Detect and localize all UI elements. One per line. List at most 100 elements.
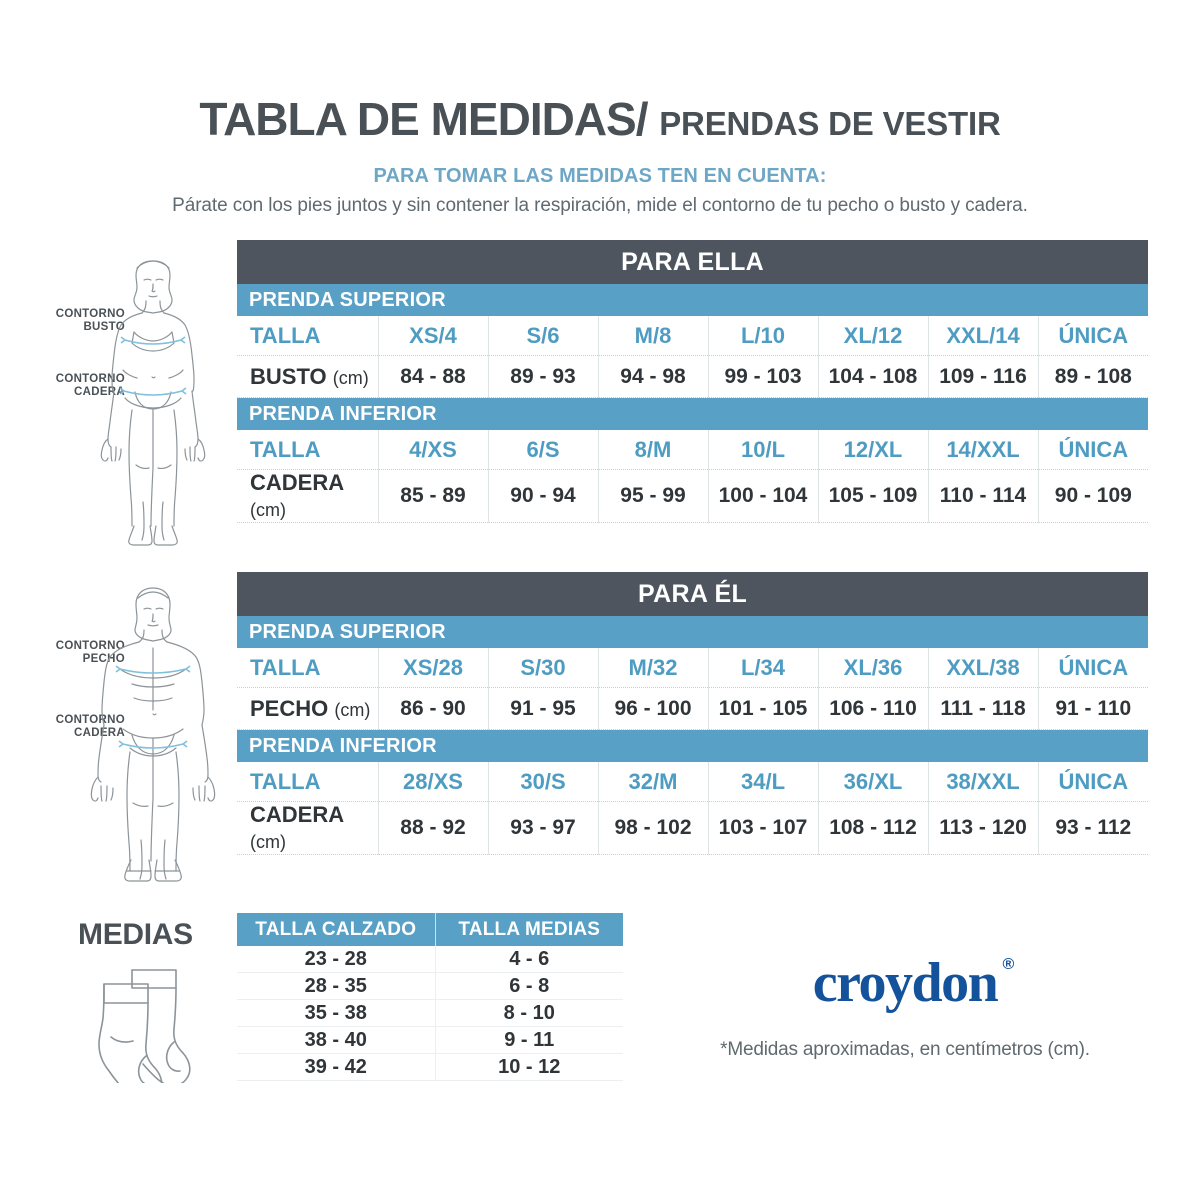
size-cell: 12/XL <box>818 430 929 470</box>
socks-size-table: TALLA CALZADO TALLA MEDIAS 23 - 28 4 - 6… <box>237 913 623 1081</box>
value-cell: 104 - 108 <box>818 355 929 398</box>
value-cell: 99 - 103 <box>708 355 819 398</box>
men-lower-size-row: TALLA 28/XS 30/S 32/M 34/L 36/XL 38/XXL … <box>237 762 1149 802</box>
value-cell: 91 - 95 <box>488 687 599 730</box>
page-title: TABLA DE MEDIDAS/ PRENDAS DE VESTIR <box>0 96 1200 143</box>
page-title-main: TABLA DE MEDIDAS/ <box>199 93 648 145</box>
men-upper-measure-label: PECHO (cm) <box>237 687 379 730</box>
male-body-figure-icon <box>90 587 216 882</box>
footer-note: *Medidas aproximadas, en centímetros (cm… <box>720 1039 1090 1060</box>
men-upper-value-row: PECHO (cm) 86 - 90 91 - 95 96 - 100 101 … <box>237 687 1149 730</box>
size-cell: M/8 <box>598 316 709 356</box>
shoe-size-cell: 35 - 38 <box>237 999 436 1027</box>
men-upper-band-label: PRENDA SUPERIOR <box>237 616 1149 648</box>
size-cell: M/32 <box>598 648 709 688</box>
women-upper-value-row: BUSTO (cm) 84 - 88 89 - 93 94 - 98 99 - … <box>237 355 1149 398</box>
size-cell: XL/36 <box>818 648 929 688</box>
women-upper-band-label: PRENDA SUPERIOR <box>237 284 1149 316</box>
sock-size-cell: 4 - 6 <box>435 946 623 973</box>
size-cell: 10/L <box>708 430 819 470</box>
size-cell: 34/L <box>708 762 819 802</box>
men-lower-value-row: CADERA (cm) 88 - 92 93 - 97 98 - 102 103… <box>237 801 1149 855</box>
value-cell: 88 - 92 <box>378 801 489 855</box>
footer-brand-group: croydon ® *Medidas aproximadas, en centím… <box>690 955 1120 1061</box>
women-section-title: PARA ELLA <box>237 240 1149 284</box>
women-lower-size-row: TALLA 4/XS 6/S 8/M 10/L 12/XL 14/XXL ÚNI… <box>237 430 1149 470</box>
registered-trademark-icon: ® <box>1002 956 1015 973</box>
size-cell: ÚNICA <box>1038 430 1149 470</box>
size-cell: XL/12 <box>818 316 929 356</box>
value-cell: 100 - 104 <box>708 469 819 523</box>
socks-header-sock: TALLA MEDIAS <box>435 913 623 946</box>
sock-size-cell: 6 - 8 <box>435 972 623 1000</box>
women-lower-value-row: CADERA (cm) 85 - 89 90 - 94 95 - 99 100 … <box>237 469 1149 523</box>
value-cell: 111 - 118 <box>928 687 1039 730</box>
sock-size-cell: 9 - 11 <box>435 1026 623 1054</box>
size-cell: XS/28 <box>378 648 489 688</box>
women-section-title-row: PARA ELLA <box>237 240 1149 284</box>
size-cell: XS/4 <box>378 316 489 356</box>
value-cell: 103 - 107 <box>708 801 819 855</box>
value-cell: 96 - 100 <box>598 687 709 730</box>
men-upper-talla-label: TALLA <box>237 648 379 688</box>
size-cell: ÚNICA <box>1038 316 1149 356</box>
size-cell: 6/S <box>488 430 599 470</box>
value-cell: 89 - 93 <box>488 355 599 398</box>
page-header: TABLA DE MEDIDAS/ PRENDAS DE VESTIR PARA… <box>0 0 1200 217</box>
size-cell: 14/XXL <box>928 430 1039 470</box>
men-upper-band-row: PRENDA SUPERIOR <box>237 616 1149 648</box>
value-cell: 93 - 112 <box>1038 801 1149 855</box>
men-section-title: PARA ÉL <box>237 572 1149 616</box>
value-cell: 98 - 102 <box>598 801 709 855</box>
value-cell: 109 - 116 <box>928 355 1039 398</box>
socks-header-shoe: TALLA CALZADO <box>237 913 436 946</box>
size-cell: 8/M <box>598 430 709 470</box>
size-cell: ÚNICA <box>1038 762 1149 802</box>
size-cell: 38/XXL <box>928 762 1039 802</box>
value-cell: 90 - 94 <box>488 469 599 523</box>
socks-header-row: TALLA CALZADO TALLA MEDIAS <box>237 913 623 946</box>
women-lower-talla-label: TALLA <box>237 430 379 470</box>
value-cell: 84 - 88 <box>378 355 489 398</box>
women-lower-measure-label: CADERA (cm) <box>237 469 379 523</box>
value-cell: 90 - 109 <box>1038 469 1149 523</box>
women-upper-talla-label: TALLA <box>237 316 379 356</box>
value-cell: 93 - 97 <box>488 801 599 855</box>
shoe-size-cell: 38 - 40 <box>237 1026 436 1054</box>
shoe-size-cell: 39 - 42 <box>237 1053 436 1081</box>
size-cell: XXL/38 <box>928 648 1039 688</box>
size-cell: S/30 <box>488 648 599 688</box>
men-size-table: PARA ÉL PRENDA SUPERIOR TALLA XS/28 S/30… <box>237 572 1149 855</box>
size-cell: L/34 <box>708 648 819 688</box>
table-row: 35 - 38 8 - 10 <box>237 999 623 1027</box>
women-lower-band-label: PRENDA INFERIOR <box>237 397 1149 430</box>
value-cell: 108 - 112 <box>818 801 929 855</box>
size-cell: 30/S <box>488 762 599 802</box>
value-cell: 106 - 110 <box>818 687 929 730</box>
female-bust-label: CONTORNO BUSTO <box>55 308 125 334</box>
value-cell: 85 - 89 <box>378 469 489 523</box>
value-cell: 105 - 109 <box>818 469 929 523</box>
size-cell: S/6 <box>488 316 599 356</box>
men-upper-size-row: TALLA XS/28 S/30 M/32 L/34 XL/36 XXL/38 … <box>237 648 1149 688</box>
sock-size-cell: 10 - 12 <box>435 1053 623 1081</box>
female-hip-label: CONTORNO CADERA <box>55 373 125 399</box>
women-lower-band-row: PRENDA INFERIOR <box>237 397 1149 430</box>
croydon-logo-text: croydon <box>812 952 999 1014</box>
men-lower-band-label: PRENDA INFERIOR <box>237 729 1149 762</box>
female-body-figure-icon <box>100 260 206 546</box>
men-lower-talla-label: TALLA <box>237 762 379 802</box>
value-cell: 110 - 114 <box>928 469 1039 523</box>
table-row: 38 - 40 9 - 11 <box>237 1026 623 1054</box>
table-row: 23 - 28 4 - 6 <box>237 946 623 973</box>
medias-heading: MEDIAS <box>78 918 193 951</box>
men-section-title-row: PARA ÉL <box>237 572 1149 616</box>
size-cell: L/10 <box>708 316 819 356</box>
women-upper-band-row: PRENDA SUPERIOR <box>237 284 1149 316</box>
shoe-size-cell: 23 - 28 <box>237 946 436 973</box>
size-cell: 28/XS <box>378 762 489 802</box>
women-upper-size-row: TALLA XS/4 S/6 M/8 L/10 XL/12 XXL/14 ÚNI… <box>237 316 1149 356</box>
value-cell: 91 - 110 <box>1038 687 1149 730</box>
instructions-text: Párate con los pies juntos y sin contene… <box>172 195 1028 216</box>
sock-size-cell: 8 - 10 <box>435 999 623 1027</box>
